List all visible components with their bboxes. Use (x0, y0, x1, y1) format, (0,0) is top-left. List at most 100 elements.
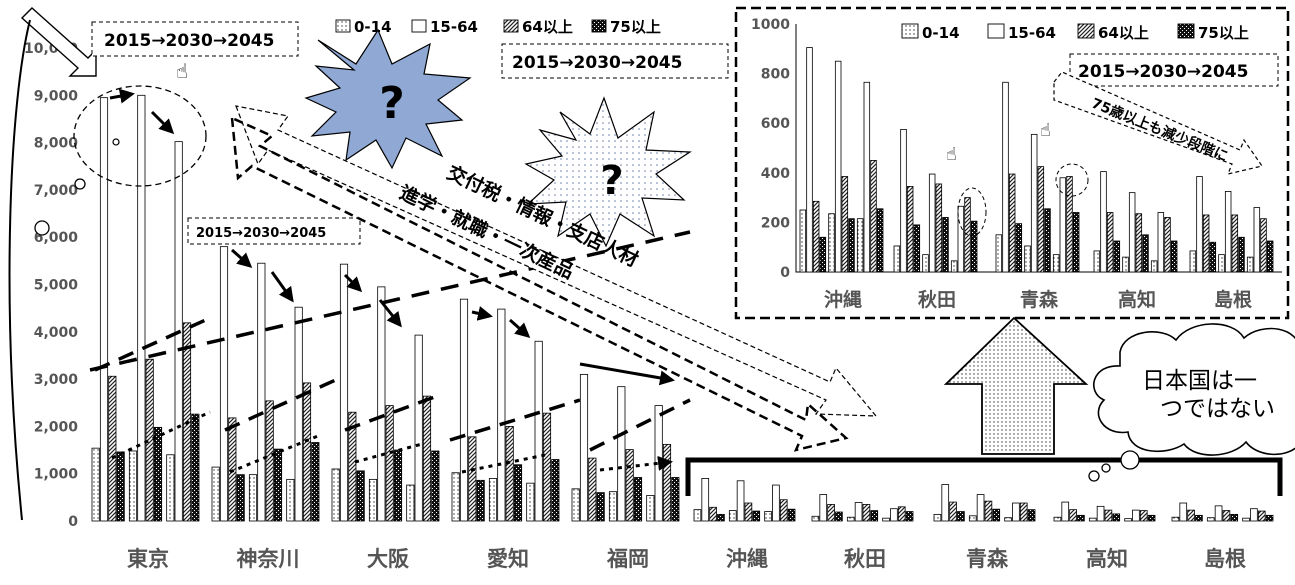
inset-bar-cat-2-2030-s3 (1044, 208, 1051, 273)
legend-label: 75以上 (1198, 24, 1249, 42)
main-bar-cat-7-2045-s3 (1027, 509, 1036, 522)
legend-inset: 0-14 15-64 64以上 75以上 (901, 23, 1249, 42)
tokyo-highlight (73, 85, 207, 187)
trend-arrow-1564-aichi-b (509, 318, 531, 338)
main-bar-cat-8-2045-s0 (1124, 518, 1132, 522)
main-bar-cat-8-2015-s0 (1053, 516, 1062, 522)
main-bar-cat-3-2045-s0 (526, 482, 535, 522)
main-bar-cat-1-2030-s3 (273, 448, 283, 522)
inset-bar-cat-1-2030-s2 (935, 183, 943, 273)
main-bar-cat-5-2015-s2 (709, 506, 717, 522)
small-bubble (34, 220, 50, 236)
pointing-hand-icon: ☝ (1040, 120, 1051, 141)
main-bar-cat-6-2045-s1 (890, 508, 898, 522)
trend-arrow-1564-aichi-a (471, 306, 493, 321)
main-bar-cat-2-2045-s2 (422, 395, 432, 522)
inset-bar-cat-1-2015-s0 (893, 245, 901, 273)
main-category-label: 東京 (127, 547, 169, 571)
main-bar-cat-2-2030-s0 (368, 478, 378, 522)
main-y-axis: 01,0002,0003,0004,0005,0006,0007,0008,00… (24, 41, 78, 530)
main-bar-cat-0-2045-s3 (191, 413, 200, 522)
main-bar-cat-7-2045-s1 (1012, 502, 1020, 522)
legend-label: 15-64 (430, 18, 478, 36)
main-bar-cat-1-2030-s2 (265, 400, 274, 522)
main-bar-cat-5-2030-s0 (728, 510, 737, 522)
main-bar-cat-7-2015-s0 (933, 513, 942, 522)
main-bar-cat-6-2030-s1 (854, 502, 863, 522)
main-category-label: 大阪 (367, 547, 410, 571)
main-bar-cat-7-2045-s2 (1019, 502, 1028, 522)
flow-arrow-inner (230, 115, 849, 452)
main-bar-cat-9-2030-s1 (1214, 505, 1223, 522)
main-bar-cat-9-2015-s3 (1195, 514, 1203, 522)
thought-bubble (1101, 463, 1111, 473)
inset-y-tick-label: 1000 (751, 17, 790, 33)
main-bar-cat-5-2030-s2 (744, 502, 753, 522)
flow-arrow-outer (235, 105, 878, 417)
main-bar-cat-6-2030-s2 (862, 504, 871, 522)
inset-category-label: 沖縄 (824, 288, 862, 311)
inset-bar-cat-1-2045-s2 (964, 197, 971, 273)
main-bar-cat-3-2045-s1 (534, 340, 543, 522)
trend-dash-65plus-2 (94, 316, 691, 452)
inset-bar-cat-0-2030-s2 (841, 176, 849, 273)
legend-label: 75以上 (610, 18, 661, 36)
main-bar-cat-7-2015-s2 (949, 501, 957, 522)
inset-y-tick-label: 800 (761, 67, 790, 83)
main-bar-cat-4-2015-s2 (588, 457, 597, 522)
main-bar-cat-3-2045-s3 (551, 459, 560, 522)
main-bar-cat-7-2030-s3 (992, 508, 1001, 522)
burst-right (524, 96, 692, 248)
main-y-tick-label: 9,000 (34, 88, 79, 104)
main-bar-cat-9-2045-s0 (1242, 517, 1250, 522)
main-bar-cat-9-2015-s2 (1187, 509, 1195, 522)
main-category-label: 沖縄 (726, 547, 768, 571)
inset-bar-cat-3-2045-s2 (1164, 217, 1171, 273)
legend-label: 64以上 (1098, 24, 1149, 42)
main-bar-cat-5-2015-s0 (693, 509, 702, 522)
legend-main: 0-14 15-64 64以上 75以上 (335, 18, 661, 36)
period-box-legend (501, 43, 729, 79)
main-bar-cat-8-2030-s1 (1096, 505, 1105, 522)
main-bar-cat-5-2030-s3 (752, 510, 761, 522)
thought-bubble (1120, 450, 1140, 470)
trend-arrow-1564-tokyo-b (150, 110, 175, 135)
thought-cloud (1093, 323, 1295, 456)
main-y-tick-label: 1,000 (34, 467, 79, 483)
main-bar-cat-6-2015-s3 (835, 511, 843, 522)
main-bar-cat-9-2030-s0 (1206, 517, 1215, 522)
burst-left (304, 28, 472, 170)
main-bar-cat-0-2045-s0 (166, 454, 175, 522)
legend-swatch-1 (411, 19, 427, 33)
main-bar-cat-4-2015-s1 (579, 373, 589, 522)
inset-bar-cat-2-2030-s1 (1030, 133, 1038, 273)
down-left-arrow-shape (20, 7, 97, 77)
main-category-label: 愛知 (487, 547, 529, 571)
cloud-text-line2: つではない (1160, 396, 1275, 422)
period-box-main (91, 21, 299, 57)
inset-bar-cat-1-2030-s0 (922, 254, 929, 273)
legend-swatch-0 (901, 23, 919, 39)
main-bar-cat-9-2045-s3 (1265, 514, 1274, 522)
legend-swatch-3 (1177, 23, 1195, 39)
main-bar-cat-8-2045-s2 (1139, 510, 1148, 522)
main-bar-cat-9-2015-s0 (1171, 516, 1180, 522)
main-bar-cat-7-2030-s0 (968, 515, 977, 522)
main-bar-cat-4-2030-s0 (608, 491, 618, 522)
trend-arrow-1564-kanagawa-a (231, 248, 253, 268)
main-bar-cat-9-2030-s2 (1222, 510, 1231, 522)
trend-arrow-1564-osaka-a (343, 273, 363, 293)
inset-bar-cat-4-2045-s1 (1253, 207, 1261, 273)
main-category-label: 高知 (1086, 547, 1128, 571)
main-bar-cat-5-2015-s1 (701, 478, 710, 522)
main-bar-cat-3-2030-s3 (513, 464, 523, 522)
main-y-tick-label: 7,000 (34, 183, 79, 199)
main-bar-cat-2-2030-s1 (377, 286, 386, 522)
main-bar-cat-8-2030-s0 (1088, 517, 1097, 522)
trend-arrow-1564-fukuoka (579, 362, 675, 386)
main-bar-cat-1-2045-s2 (302, 382, 312, 522)
inset-bar-cat-1-2045-s3 (970, 220, 978, 273)
inset-bar-cat-4-2030-s2 (1231, 214, 1239, 273)
main-bar-cat-5-2015-s3 (717, 513, 725, 522)
inset-bar-cat-0-2015-s0 (799, 209, 807, 273)
